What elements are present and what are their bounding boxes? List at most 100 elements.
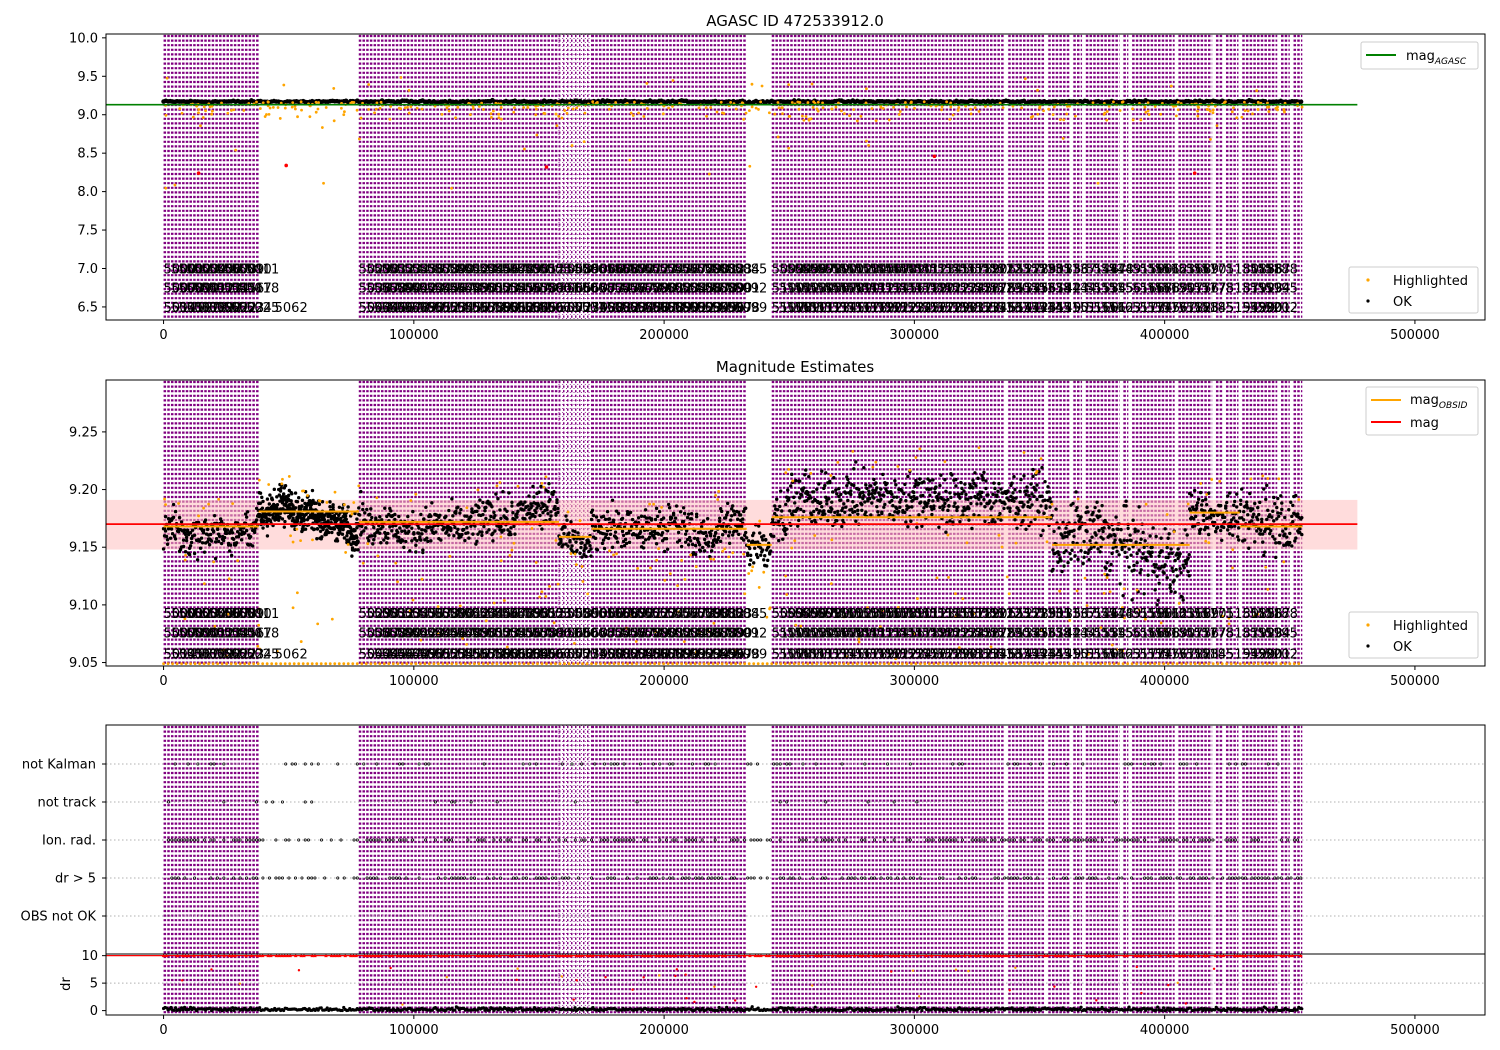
ok-point: [569, 520, 573, 524]
obsid-label: 5091: [674, 301, 707, 316]
ok-point: [420, 528, 424, 532]
obsid-label: 5072: [637, 262, 670, 277]
highlighted-point: [293, 104, 297, 108]
highlighted-point: [268, 106, 272, 110]
ok-point: [548, 497, 552, 502]
highlighted-point: [879, 106, 883, 109]
y-tick-label: 8.0: [77, 185, 98, 200]
highlighted-point: [607, 107, 611, 111]
obsid-label: 5194: [1257, 282, 1290, 297]
highlighted-point: [983, 104, 987, 108]
ok-point: [537, 490, 541, 494]
obsid-label: 5109: [839, 282, 872, 297]
highlighted-point: [266, 100, 270, 104]
ok-point: [511, 511, 515, 515]
highlighted-point: [164, 186, 168, 190]
highlighted-point: [575, 106, 579, 110]
obsid-label: 5101: [779, 282, 812, 297]
obsid-label: 5067: [574, 282, 607, 297]
obsid-label: 5118: [907, 282, 940, 297]
highlighted-point: [178, 107, 182, 111]
ok-point: [545, 505, 549, 509]
obsid-label: 5111: [854, 282, 887, 297]
highlighted-point: [389, 105, 393, 108]
highlighted-point: [471, 104, 475, 108]
ok-point: [584, 546, 588, 550]
obsid-label: 5137: [997, 301, 1030, 316]
ok-point: [353, 528, 357, 533]
highlighted-point: [628, 158, 632, 162]
highlighted-point: [1146, 101, 1150, 105]
obsid-label: 5105: [862, 262, 895, 277]
ok-point: [712, 534, 717, 538]
ok-point: [641, 541, 646, 545]
ok-point: [205, 527, 210, 532]
ok-point: [674, 504, 679, 508]
obsid-label: 5041: [449, 262, 482, 277]
highlighted-point: [800, 114, 804, 118]
ok-point: [341, 527, 345, 532]
obsid-label: 5085: [629, 301, 662, 316]
ok-point: [370, 534, 374, 538]
ok-point: [460, 532, 464, 537]
ok-point: [168, 536, 173, 540]
obsid-label: 5051: [524, 262, 557, 277]
obsid-label: 5136: [1023, 282, 1056, 297]
ok-point: [163, 514, 168, 519]
highlighted-point: [945, 100, 949, 104]
highlighted-point: [1001, 106, 1005, 110]
ok-point: [330, 530, 334, 535]
obsid-label: 5103: [847, 262, 880, 277]
red-outlier: [196, 171, 201, 175]
highlighted-point: [776, 135, 780, 139]
obsid-label: 5151: [1063, 301, 1096, 316]
ok-point: [661, 516, 666, 520]
ok-point: [417, 531, 421, 535]
ok-point: [596, 519, 601, 523]
obsid-label: 5039: [434, 262, 467, 277]
ok-point: [682, 511, 687, 516]
ok-point: [170, 532, 175, 536]
obsid-label: 5044: [419, 282, 452, 297]
ok-point: [761, 548, 765, 552]
ok-point: [212, 513, 217, 518]
obsid-label: 5049: [509, 262, 542, 277]
highlighted-point: [571, 107, 575, 111]
obsid-label: 5095: [704, 301, 737, 316]
y-tick-label: 7.5: [77, 224, 98, 239]
obsid-label: 5076: [667, 262, 700, 277]
highlighted-point: [865, 139, 868, 143]
obsid-label: 5060: [539, 282, 572, 297]
ok-point: [264, 515, 268, 520]
ok-point: [444, 514, 448, 519]
obsid-label: 5162: [1101, 301, 1134, 316]
obsid-label: 5109: [787, 301, 820, 316]
highlighted-point: [661, 112, 665, 116]
ok-point: [625, 509, 630, 514]
obsid-label: 5051: [419, 301, 452, 316]
highlighted-point: [255, 100, 258, 104]
ok-point: [324, 532, 328, 537]
obsid-label: 5044: [366, 301, 399, 316]
highlighted-point: [261, 101, 265, 105]
ok-point: [447, 533, 451, 537]
ok-point: [224, 531, 229, 536]
highlighted-point: [379, 100, 383, 104]
ok-point: [613, 530, 618, 534]
x-tick-label: 200000: [639, 328, 689, 343]
highlighted-point: [969, 107, 973, 111]
ok-point: [467, 536, 471, 540]
ok-point: [314, 501, 318, 505]
highlighted-point: [897, 113, 901, 116]
highlighted-point: [754, 106, 758, 110]
ok-point: [244, 515, 249, 519]
obsid-label: 5141: [1008, 301, 1041, 316]
obsid-label: 5054: [494, 282, 527, 297]
ok-point: [381, 525, 385, 529]
highlighted-point: [1118, 109, 1122, 112]
highlighted-point: [316, 107, 320, 111]
ok-point: [629, 524, 634, 529]
highlighted-point: [750, 105, 754, 109]
ok-point: [222, 535, 227, 540]
ok-point: [302, 518, 307, 522]
